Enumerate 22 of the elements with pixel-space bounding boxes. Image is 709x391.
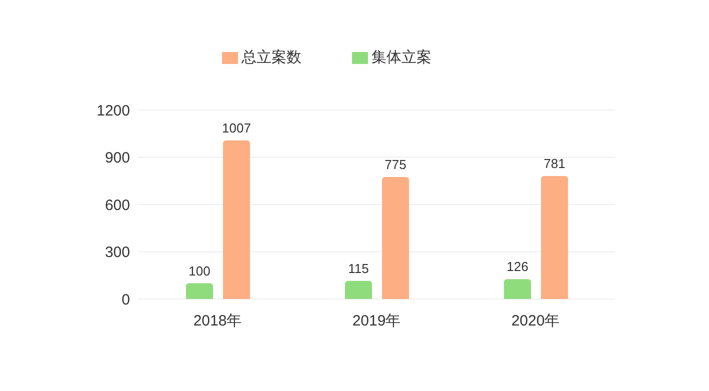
bar (345, 280, 372, 299)
bar (223, 140, 250, 299)
data-label: 1007 (222, 120, 251, 136)
legend-label: 集体立案 (372, 49, 432, 66)
bar (504, 279, 531, 299)
bar (541, 176, 568, 299)
legend-label: 总立案数 (242, 49, 302, 66)
bar (382, 176, 409, 299)
x-tick-label: 2019年 (352, 312, 401, 330)
x-tick-label: 2020年 (511, 312, 560, 330)
y-tick-label: 1200 (96, 102, 130, 120)
data-label: 100 (188, 263, 210, 278)
y-tick-label: 0 (122, 291, 130, 308)
y-tick-label: 300 (104, 244, 130, 262)
data-label: 781 (544, 156, 566, 171)
data-label: 115 (348, 260, 369, 276)
x-tick-label: 2018年 (193, 312, 242, 330)
data-label: 775 (384, 156, 406, 172)
y-tick-label: 900 (104, 150, 130, 167)
data-label: 126 (506, 259, 528, 274)
y-tick-label: 600 (104, 196, 130, 214)
bar (186, 283, 213, 299)
